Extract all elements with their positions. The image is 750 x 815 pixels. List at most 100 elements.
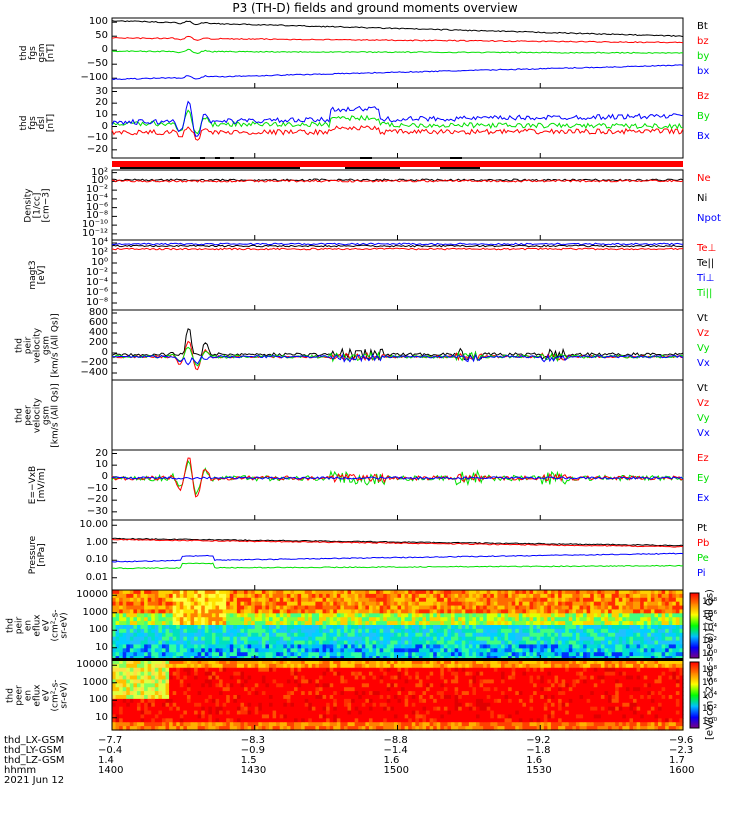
series-Pt: [112, 538, 683, 546]
footer-value: 1530: [526, 766, 551, 776]
legend-Ni: Ni: [697, 194, 707, 204]
colorbar-top-segment: [690, 615, 699, 626]
series-bx: [112, 65, 683, 80]
y-tick-label: −50: [68, 59, 108, 69]
y-axis-label: Pressure [nPa]: [29, 520, 47, 590]
colorbar-top-segment: [690, 604, 699, 615]
legend-Vy: Vy: [697, 344, 710, 354]
y-tick-label: 10: [68, 460, 108, 470]
y-axis-label: thd fgs dsl [nT]: [20, 88, 56, 158]
legend-Vt: Vt: [697, 314, 708, 324]
colorbar-bottom-segment: [690, 717, 699, 729]
ion-cells: [112, 590, 684, 661]
y-tick-label: 10000: [68, 590, 108, 600]
series-bz: [112, 36, 683, 42]
legend-Vz: Vz: [697, 399, 709, 409]
y-tick-label: 0.01: [68, 573, 108, 583]
panel-frame-2: [112, 88, 683, 158]
footer-date: 2021 Jun 12: [4, 776, 64, 786]
legend-Pi: Pi: [697, 569, 706, 579]
legend-Te||: Te||: [697, 259, 714, 269]
y-tick-label: 100: [68, 695, 108, 705]
series-Ti: [112, 243, 683, 245]
series-Bt: [112, 21, 683, 37]
legend-Te⊥: Te⊥: [697, 244, 716, 254]
colorbar-top-segment: [690, 626, 699, 637]
y-tick-label: 0: [68, 122, 108, 132]
colorbar-bottom-segment: [690, 706, 699, 718]
series-Pe: [112, 563, 683, 569]
status-mark: [440, 167, 480, 169]
y-tick-label: 10000: [68, 660, 108, 670]
colorbar-bottom-segment: [690, 684, 699, 696]
y-tick-label: 0: [68, 472, 108, 482]
status-bar: [112, 161, 683, 167]
y-tick-label: 0.10: [68, 555, 108, 565]
footer-value: 1400: [98, 766, 123, 776]
y-tick-label: −100: [68, 73, 108, 83]
y-axis-label: Density [1/cc] [cm−3]: [25, 170, 52, 240]
y-tick-label: 20: [68, 449, 108, 459]
y-axis-label: E=−VxB [mV/m]: [29, 450, 47, 520]
series-by: [112, 49, 683, 53]
y-axis-label: magt3 [eV]: [29, 240, 47, 310]
series-Bx: [112, 102, 683, 137]
colorbar-bottom-segment: [690, 673, 699, 685]
legend-bx: bx: [697, 67, 709, 77]
y-tick-label: 100: [68, 17, 108, 27]
colorbar-bottom-segment: [690, 662, 699, 674]
y-tick-label: 10: [68, 110, 108, 120]
legend-Npot: Npot: [697, 214, 721, 224]
footer-value: 1430: [241, 766, 266, 776]
legend-Ez: Ez: [697, 454, 709, 464]
y-axis-label: thd peer en eflux eV (cm²-s- sr-eV): [7, 660, 70, 730]
legend-Ex: Ex: [697, 494, 709, 504]
y-axis-label: thd peer velocity gsm [km/s (All Qs)]: [16, 380, 61, 450]
y-tick-label: 0: [68, 45, 108, 55]
y-tick-label: 100: [68, 625, 108, 635]
legend-Bt: Bt: [697, 22, 708, 32]
legend-Bx: Bx: [697, 132, 710, 142]
y-tick-label: −20: [68, 495, 108, 505]
y-tick-label: −20: [68, 145, 108, 155]
legend-Vx: Vx: [697, 359, 710, 369]
colorbar-label: [eV/(cm^2-sec-sr-eV)] (All Qs): [706, 515, 715, 815]
y-tick-label: 1000: [68, 608, 108, 618]
y-axis-label: thd peir en eflux eV (cm²-s- sr-eV): [7, 590, 70, 660]
legend-Ti⊥: Ti⊥: [697, 274, 714, 284]
footer-value: 1600: [669, 766, 694, 776]
panel-frame-6: [112, 380, 683, 450]
series-Pi: [112, 553, 683, 562]
series-Pb: [112, 539, 683, 547]
y-axis-label: thd peir velocity gsm [km/s (All Qs)]: [16, 310, 61, 380]
y-tick-label: −10: [68, 484, 108, 494]
panel-frame-8: [112, 520, 683, 590]
series-Tep: [112, 248, 683, 250]
legend-Vx: Vx: [697, 429, 710, 439]
panel-frame-4: [112, 240, 683, 310]
legend-Vt: Vt: [697, 384, 708, 394]
y-tick-label: 30: [68, 87, 108, 97]
y-tick-label: −10: [68, 133, 108, 143]
legend-Ne: Ne: [697, 174, 711, 184]
legend-By: By: [697, 112, 710, 122]
legend-by: by: [697, 52, 709, 62]
y-axis-label: thd fgs gsm [nT]: [20, 18, 56, 88]
legend-Vz: Vz: [697, 329, 709, 339]
legend-Vy: Vy: [697, 414, 710, 424]
y-tick-label: −30: [68, 507, 108, 517]
legend-Ey: Ey: [697, 474, 709, 484]
y-tick-label: 1.00: [68, 538, 108, 548]
legend-bz: bz: [697, 37, 709, 47]
series-Tell: [112, 245, 683, 247]
panel-frame-7: [112, 450, 683, 520]
y-tick-label: 50: [68, 31, 108, 41]
y-tick-label: 10.00: [68, 520, 108, 530]
y-tick-label: 1000: [68, 678, 108, 688]
colorbar-top-segment: [690, 636, 699, 647]
legend-Ti||: Ti||: [697, 289, 712, 299]
legend-Bz: Bz: [697, 92, 709, 102]
colorbar-bottom-segment: [690, 695, 699, 707]
y-tick-label: 10: [68, 643, 108, 653]
